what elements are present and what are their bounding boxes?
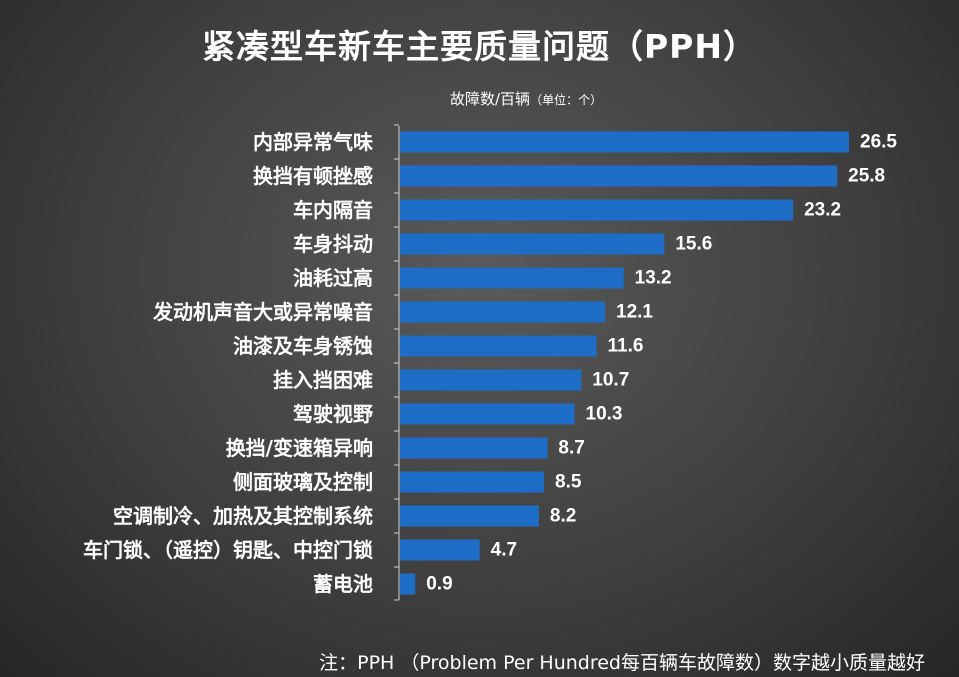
unit-label-note: （单位：个）: [530, 93, 603, 107]
unit-label: 故障数/百辆（单位：个）: [450, 88, 602, 109]
data-label: 4.7: [491, 540, 517, 561]
bar: [400, 369, 582, 391]
data-label: 15.6: [675, 234, 712, 255]
bar: [400, 267, 624, 289]
category-label: 车身抖动: [293, 232, 373, 256]
category-label: 挂入挡困难: [273, 368, 373, 392]
category-label: 车门锁、（遥控）钥匙、中控门锁: [83, 538, 373, 562]
bar: [400, 131, 849, 153]
bar: [400, 573, 416, 595]
data-label: 25.8: [848, 166, 885, 187]
bar: [400, 335, 597, 357]
bar: [400, 539, 480, 561]
bar: [400, 165, 838, 187]
category-label: 油漆及车身锈蚀: [233, 334, 373, 358]
data-label: 8.5: [555, 472, 582, 493]
bar: [400, 199, 794, 221]
category-label: 车内隔音: [293, 198, 373, 222]
category-label: 侧面玻璃及控制: [233, 470, 373, 494]
data-label: 23.2: [804, 200, 841, 221]
bar: [400, 471, 545, 493]
bar: [400, 233, 665, 255]
data-label: 10.7: [592, 370, 629, 391]
footnote: 注：PPH （Problem Per Hundred每百辆车故障数）数字越小质量…: [319, 652, 925, 674]
chart-title: 紧凑型车新车主要质量问题（PPH）: [202, 27, 757, 66]
bar: [400, 437, 548, 459]
category-label: 发动机声音大或异常噪音: [152, 300, 373, 324]
category-label: 换挡有顿挫感: [253, 164, 373, 188]
bar: [400, 301, 606, 323]
category-label: 蓄电池: [313, 572, 373, 596]
data-label: 10.3: [586, 404, 623, 425]
data-label: 12.1: [616, 302, 653, 323]
category-label: 油耗过高: [293, 266, 373, 290]
data-label: 8.2: [550, 506, 576, 527]
data-label: 11.6: [608, 336, 644, 357]
data-label: 26.5: [860, 132, 897, 153]
unit-label-main: 故障数/百辆: [450, 90, 531, 108]
data-label: 0.9: [426, 574, 452, 595]
bar: [400, 505, 539, 527]
bar: [400, 403, 575, 425]
category-label: 驾驶视野: [293, 402, 373, 426]
data-label: 8.7: [558, 438, 584, 459]
category-label: 内部异常气味: [253, 130, 373, 154]
category-label: 空调制冷、加热及其控制系统: [113, 504, 373, 528]
data-label: 13.2: [635, 268, 672, 289]
category-label: 换挡/变速箱异响: [226, 436, 373, 460]
